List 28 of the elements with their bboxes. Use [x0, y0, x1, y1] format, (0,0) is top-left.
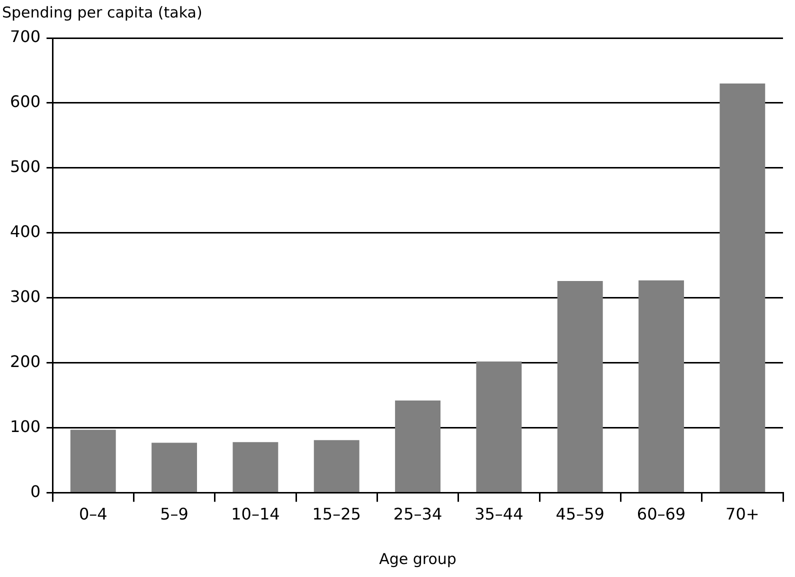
x-tick-label: 10–14: [231, 504, 280, 524]
y-tick-label: 500: [10, 157, 41, 176]
bar: [720, 83, 766, 492]
y-tick-label: 200: [10, 352, 41, 372]
bar: [476, 362, 522, 492]
x-tick-label: 35–44: [474, 504, 524, 524]
y-tick-label: 300: [10, 287, 41, 306]
x-tick-label: 15–25: [312, 504, 361, 524]
bar: [557, 280, 603, 492]
bar: [232, 442, 278, 492]
x-tick-label: 70+: [726, 504, 760, 524]
bar: [70, 430, 116, 492]
x-tick-label: 25–34: [393, 504, 442, 524]
x-tick-label: 5–9: [160, 504, 188, 524]
y-axis-title: Spending per capita (taka): [2, 3, 202, 22]
x-axis-title: Age group: [379, 550, 456, 568]
bar: [395, 400, 440, 492]
y-tick-label: 400: [10, 222, 41, 242]
y-tick-label: 700: [10, 27, 41, 46]
y-tick-label: 100: [10, 416, 41, 436]
bar: [152, 442, 198, 492]
bar: [638, 280, 684, 492]
x-tick-label: 0–4: [78, 504, 108, 524]
x-tick-label: 60–69: [636, 504, 686, 524]
x-tick-label: 45–59: [556, 504, 604, 524]
y-tick-label: 600: [10, 92, 41, 112]
bar: [314, 440, 360, 492]
y-tick-label: 0: [30, 482, 41, 501]
